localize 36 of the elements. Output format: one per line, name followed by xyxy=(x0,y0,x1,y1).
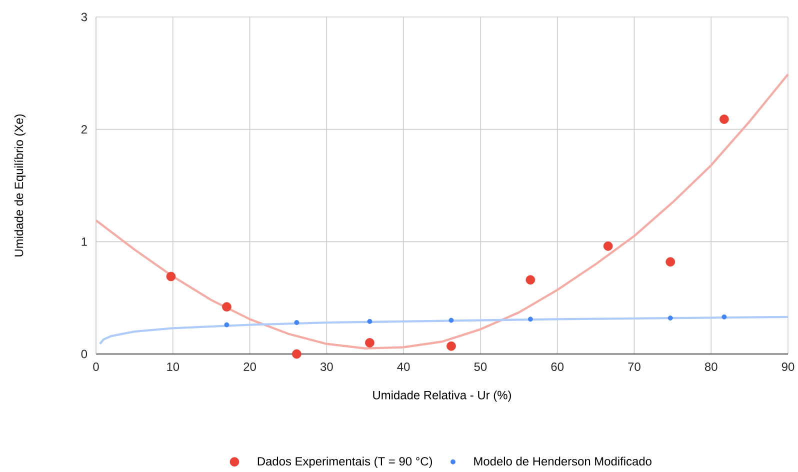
point xyxy=(722,314,727,320)
x-axis-title: Umidade Relativa - Ur (%) xyxy=(373,390,511,402)
x-tick-label: 50 xyxy=(474,362,487,371)
point xyxy=(292,349,302,359)
point xyxy=(668,316,673,321)
y-tick-label: 0 xyxy=(81,350,88,358)
line-series xyxy=(94,73,790,350)
y-axis-title: Umidade de Equilíbrio (Xe) xyxy=(14,114,26,256)
point xyxy=(294,320,300,326)
point xyxy=(365,338,374,348)
point xyxy=(720,114,729,124)
legend-label: Dados Experimentais (T = 90 °C) xyxy=(258,456,432,468)
x-tick-label: 90 xyxy=(782,362,794,371)
line-series xyxy=(98,316,790,345)
x-tick-label: 40 xyxy=(397,362,410,371)
point xyxy=(666,257,676,267)
x-tick-label: 80 xyxy=(704,362,718,371)
point xyxy=(603,241,613,251)
x-tick-label: 20 xyxy=(244,362,256,371)
point xyxy=(528,316,533,322)
x-tick-label: 0 xyxy=(93,362,99,371)
x-tick-label: 60 xyxy=(551,362,564,371)
point xyxy=(166,272,176,282)
x-tick-label: 10 xyxy=(167,362,180,371)
point xyxy=(446,341,456,351)
point xyxy=(224,322,230,328)
point xyxy=(448,318,454,323)
point xyxy=(367,318,372,324)
x-tick-label: 70 xyxy=(628,362,640,371)
point xyxy=(222,302,232,312)
y-tick-label: 3 xyxy=(81,12,87,22)
y-tick-label: 2 xyxy=(81,125,87,134)
point xyxy=(526,275,536,285)
y-tick-label: 1 xyxy=(82,238,87,246)
x-tick-label: 30 xyxy=(320,362,333,371)
legend-label: Modelo de Henderson Modificado xyxy=(474,456,652,466)
